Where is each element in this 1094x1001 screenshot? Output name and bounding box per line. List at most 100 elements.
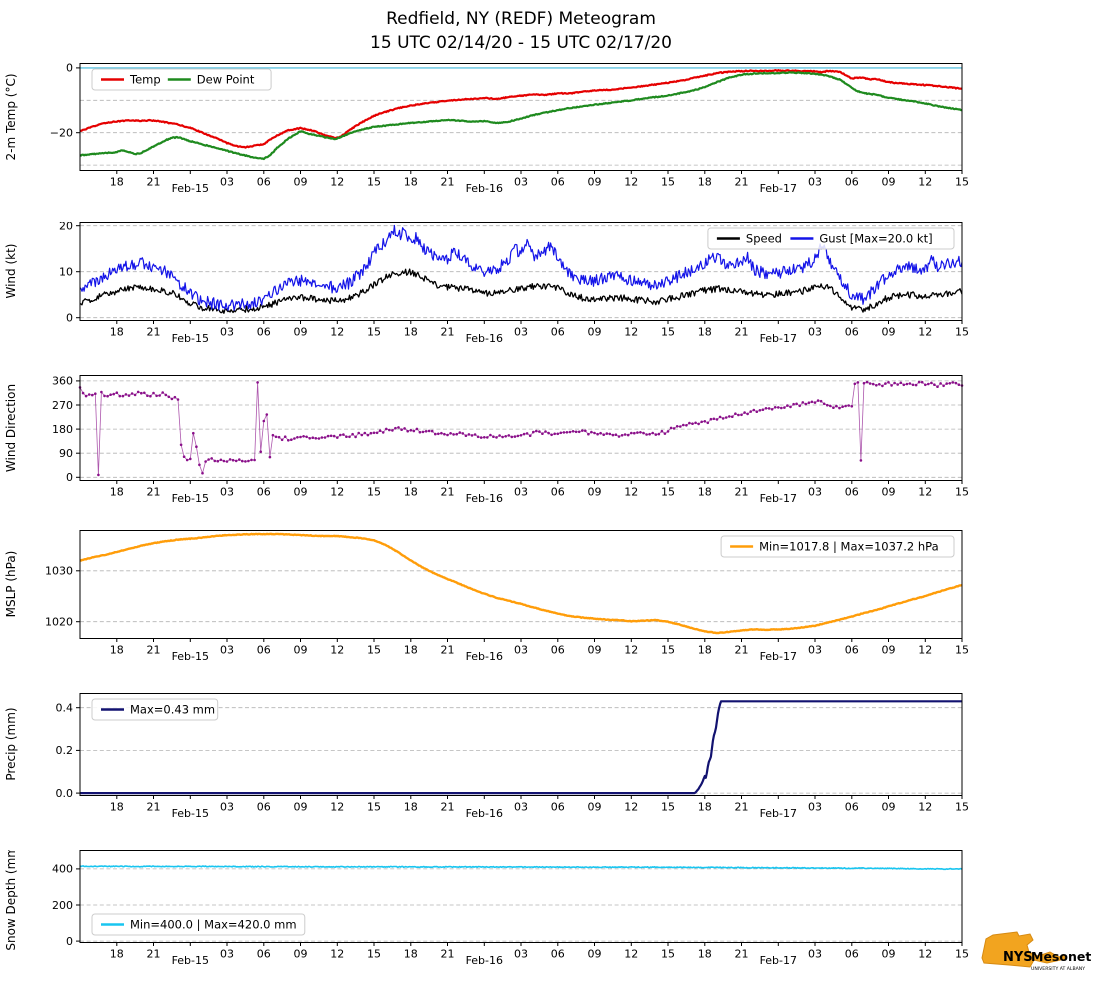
y-axis-title: Wind (kt) [4,244,18,299]
x-tick-label: 09 [588,644,602,657]
chart-title: Redfield, NY (REDF) Meteogram 15 UTC 02/… [0,0,1042,63]
x-tick-label: 09 [588,176,602,189]
legend-label: Temp [129,73,161,87]
gust-line [79,224,963,311]
x-tick-label: 15 [661,948,675,961]
logo-tagline: UNIVERSITY AT ALBANY [1031,966,1085,972]
y-tick-label: 0.2 [56,744,74,757]
x-tick-label: 12 [918,326,932,339]
x-tick-label: 15 [661,644,675,657]
x-tick-label: 21 [441,176,455,189]
y-tick-label: 0.0 [56,787,74,800]
x-tick-label: 09 [882,801,896,814]
x-tick-label: 15 [367,948,381,961]
x-tick-label: 09 [882,948,896,961]
x-date-label: Feb-15 [172,954,209,967]
x-tick-label: 09 [882,326,896,339]
x-tick-label: 06 [845,486,859,499]
panel-2m-temp: 0 −20 18 21 Feb-15 03 06 09 12 15 18 21 Feb-16 03 06 09… [0,63,1094,222]
panel-mslp: 1020 1030 18 21 Feb-15 03 06 09 12 15 18 21 Feb-16 03… [0,530,1094,693]
x-tick-label: 06 [845,948,859,961]
y-axis-title: Wind Direction [4,384,18,472]
x-tick-label: 03 [220,644,234,657]
y-tick-label: 270 [52,399,73,412]
x-tick-label: 06 [845,644,859,657]
x-tick-label: 21 [735,486,749,499]
2m-temp-chart: 0 −20 18 21 Feb-15 03 06 09 12 15 18 21 Feb-16 03 06 09… [4,63,969,195]
x-tick-label: 15 [955,801,969,814]
x-date-label: Feb-15 [172,332,209,345]
x-tick-label: 12 [624,176,638,189]
x-tick-label: 09 [294,326,308,339]
x-tick-label: 06 [551,176,565,189]
x-tick-label: 18 [698,948,712,961]
x-tick-label: 03 [514,176,528,189]
x-tick-label: 15 [367,326,381,339]
x-tick-label: 21 [147,801,161,814]
x-tick-label: 15 [367,801,381,814]
legend-label: Speed [746,232,782,246]
x-tick-label: 03 [808,644,822,657]
direction-trace [79,381,963,475]
temp-line [79,69,963,149]
snow-depth-chart: 0 200 400 18 21 Feb-15 03 06 09 12 15 18 21 Feb-16 03 0… [4,850,969,967]
x-date-label: Feb-16 [466,332,503,345]
x-tick-label: 12 [624,801,638,814]
panel-precip: 0.0 0.2 0.4 18 21 Feb-15 03 06 09 12 15 18 21 Feb-16 0… [0,693,1094,850]
x-tick-label: 18 [110,801,124,814]
panel-snow-depth: 0 200 400 18 21 Feb-15 03 06 09 12 15 18 21 Feb-16 03 0… [0,850,1094,1001]
x-tick-label: 18 [698,644,712,657]
x-tick-label: 21 [735,326,749,339]
x-tick-label: 03 [514,948,528,961]
x-tick-label: 03 [808,176,822,189]
x-tick-label: 06 [551,801,565,814]
x-tick-label: 12 [624,326,638,339]
precip-chart: 0.0 0.2 0.4 18 21 Feb-15 03 06 09 12 15 18 21 Feb-16 0… [4,693,969,820]
x-tick-label: 15 [955,486,969,499]
x-tick-label: 21 [147,948,161,961]
y-tick-label: 360 [52,375,73,388]
x-tick-label: 21 [147,176,161,189]
x-tick-label: 12 [330,326,344,339]
x-tick-label: 12 [918,948,932,961]
legend-label: Max=0.43 mm [130,703,215,717]
x-tick-label: 12 [330,644,344,657]
x-tick-label: 21 [441,644,455,657]
x-date-label: Feb-15 [172,492,209,505]
legend: Min=400.0 | Max=420.0 mm [91,913,306,936]
x-tick-label: 15 [367,644,381,657]
title-line1: Redfield, NY (REDF) Meteogram [386,9,656,29]
x-tick-label: 06 [551,644,565,657]
x-tick-label: 12 [918,801,932,814]
plot-border [79,375,963,481]
x-tick-label: 03 [514,486,528,499]
x-tick-label: 18 [698,176,712,189]
logo-mesonet-text: Mesonet [1031,949,1091,964]
x-tick-label: 06 [257,644,271,657]
y-tick-label: 200 [52,899,73,912]
y-tick-label: −20 [50,127,73,140]
x-tick-label: 06 [257,801,271,814]
y-tick-label: 1030 [45,565,73,578]
y-tick-label: 1020 [45,616,73,629]
x-tick-label: 09 [588,326,602,339]
wind-chart: 0 10 20 18 21 Feb-15 03 06 09 12 15 18 21 Feb-16 03 06 0… [4,222,969,345]
x-tick-label: 09 [294,486,308,499]
x-tick-label: 15 [955,176,969,189]
x-tick-label: 18 [404,486,418,499]
x-tick-label: 12 [330,948,344,961]
x-tick-label: 03 [514,326,528,339]
x-tick-label: 09 [882,644,896,657]
x-tick-label: 03 [808,948,822,961]
legend: Temp Dew Point [91,68,272,91]
logo-nys-text: NYS [1003,950,1033,965]
y-axis-title: 2-m Temp (°C) [4,73,18,160]
y-tick-label: 0 [66,312,73,325]
x-tick-label: 15 [955,948,969,961]
x-date-label: Feb-16 [466,492,503,505]
x-tick-label: 09 [882,486,896,499]
x-tick-label: 12 [330,486,344,499]
precip-line [79,700,963,795]
